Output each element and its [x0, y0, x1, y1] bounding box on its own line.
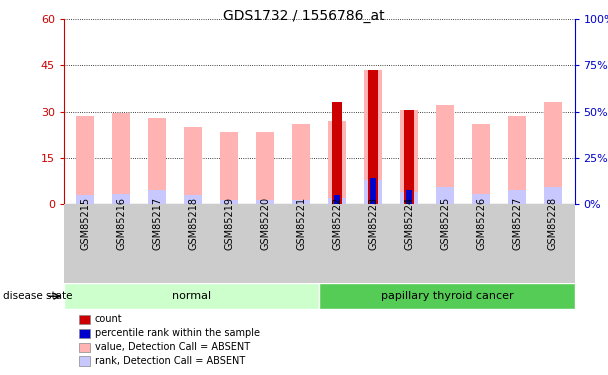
Bar — [436, 105, 454, 204]
Bar — [364, 70, 382, 204]
Bar — [472, 124, 490, 204]
Bar — [328, 198, 346, 204]
Text: count: count — [95, 315, 122, 324]
Bar — [404, 110, 414, 204]
Bar — [292, 200, 310, 204]
Text: rank, Detection Call = ABSENT: rank, Detection Call = ABSENT — [95, 356, 245, 366]
Text: percentile rank within the sample: percentile rank within the sample — [95, 328, 260, 338]
Bar — [184, 195, 202, 204]
Bar — [436, 188, 454, 204]
Bar — [472, 194, 490, 204]
Bar — [508, 190, 526, 204]
Bar — [364, 180, 382, 204]
Bar — [292, 124, 310, 204]
Bar — [112, 113, 130, 204]
Bar — [319, 283, 575, 309]
Bar — [508, 116, 526, 204]
Bar — [256, 132, 274, 204]
Text: papillary thyroid cancer: papillary thyroid cancer — [381, 291, 513, 301]
Bar — [544, 188, 562, 204]
Bar — [368, 70, 378, 204]
Bar — [544, 102, 562, 204]
Bar — [112, 194, 130, 204]
Bar — [148, 190, 167, 204]
Bar — [370, 178, 376, 204]
Bar — [220, 200, 238, 204]
Bar — [334, 195, 340, 204]
Bar — [148, 118, 167, 204]
Bar — [406, 190, 412, 204]
Bar — [332, 102, 342, 204]
Bar — [184, 127, 202, 204]
Text: normal: normal — [172, 291, 211, 301]
Bar — [220, 132, 238, 204]
Bar — [77, 116, 94, 204]
Bar — [400, 192, 418, 204]
Bar — [328, 121, 346, 204]
Text: value, Detection Call = ABSENT: value, Detection Call = ABSENT — [95, 342, 250, 352]
Bar — [400, 110, 418, 204]
Text: disease state: disease state — [3, 291, 72, 301]
Bar — [64, 283, 319, 309]
Text: GDS1732 / 1556786_at: GDS1732 / 1556786_at — [223, 9, 385, 23]
Bar — [77, 195, 94, 204]
Bar — [256, 200, 274, 204]
